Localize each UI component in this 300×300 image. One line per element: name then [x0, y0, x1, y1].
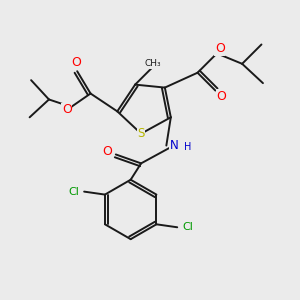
Text: Cl: Cl — [68, 187, 79, 196]
Text: H: H — [184, 142, 191, 152]
Text: O: O — [102, 145, 112, 158]
Text: O: O — [215, 42, 225, 56]
Text: N: N — [169, 139, 178, 152]
Text: Cl: Cl — [182, 222, 193, 232]
Text: O: O — [216, 90, 226, 103]
Text: O: O — [62, 103, 72, 116]
Text: O: O — [71, 56, 81, 69]
Text: S: S — [137, 127, 145, 140]
Text: CH₃: CH₃ — [145, 59, 161, 68]
